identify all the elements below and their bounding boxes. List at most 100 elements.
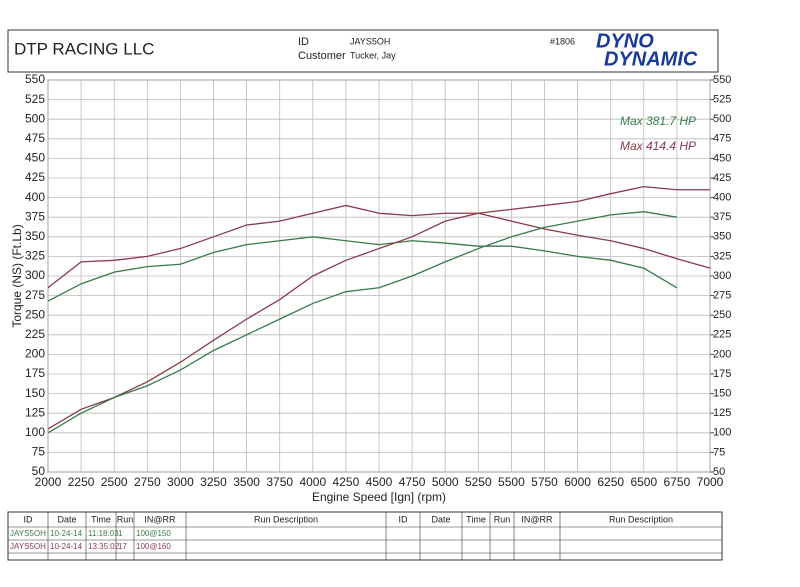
- y2-tick-label: 400: [713, 192, 731, 204]
- table-cell: 13:35:02: [88, 542, 120, 551]
- data-line: [47, 211, 678, 434]
- y2-tick-label: 225: [713, 329, 731, 341]
- table-cell: 11:18:03: [88, 529, 119, 538]
- column-header: Date: [431, 514, 450, 524]
- y2-tick-label: 525: [713, 94, 731, 106]
- y2-tick-label: 250: [713, 309, 731, 321]
- column-header: ID: [24, 514, 34, 524]
- x-tick-label: 2500: [101, 475, 128, 489]
- x-tick-label: 2000: [35, 475, 62, 489]
- run-number: #1806: [550, 36, 575, 46]
- y2-tick-label: 500: [713, 113, 731, 125]
- column-header: Time: [91, 514, 111, 524]
- x-tick-label: 2750: [134, 475, 161, 489]
- x-tick-label: 5000: [432, 475, 459, 489]
- y-tick-label: 350: [25, 229, 45, 243]
- y2-tick-label: 150: [713, 388, 731, 400]
- annotation: Max 414.4 HP: [620, 139, 696, 153]
- y-tick-label: 75: [32, 445, 46, 459]
- y-tick-label: 550: [25, 72, 45, 86]
- logo-bottom: DYNAMIC: [604, 48, 698, 70]
- x-tick-label: 4500: [366, 475, 393, 489]
- data-line: [47, 204, 711, 289]
- y-tick-label: 100: [25, 425, 45, 439]
- y-tick-label: 175: [25, 366, 45, 380]
- x-tick-label: 4250: [333, 475, 360, 489]
- annotation: Max 381.7 HP: [620, 114, 696, 128]
- column-header: Run: [494, 514, 511, 524]
- id-value: JAYS5OH: [350, 36, 390, 46]
- y2-tick-label: 550: [713, 74, 731, 86]
- table-cell: 100@150: [136, 529, 171, 538]
- y2-tick-label: 375: [713, 211, 731, 223]
- y-tick-label: 525: [25, 92, 45, 106]
- x-tick-label: 3500: [233, 475, 260, 489]
- column-header: Time: [466, 514, 486, 524]
- x-tick-label: 3750: [266, 475, 293, 489]
- table-cell: 100@160: [136, 542, 171, 551]
- customer-label: Customer: [298, 50, 346, 62]
- x-tick-label: 7000: [697, 475, 724, 489]
- x-tick-label: 5250: [465, 475, 492, 489]
- header-title: DTP RACING LLC: [14, 39, 154, 58]
- logo-top: DYNO: [596, 30, 654, 52]
- y-tick-label: 425: [25, 170, 45, 184]
- y2-tick-label: 450: [713, 152, 731, 164]
- table-cell: JAYS5OH: [10, 542, 46, 551]
- y-tick-label: 200: [25, 347, 45, 361]
- x-tick-label: 4000: [299, 475, 326, 489]
- y-tick-label: 400: [25, 190, 45, 204]
- y2-tick-label: 300: [713, 270, 731, 282]
- table-cell: 10-24-14: [50, 542, 83, 551]
- x-tick-label: 4750: [399, 475, 426, 489]
- y-tick-label: 125: [25, 405, 45, 419]
- x-tick-label: 6000: [564, 475, 591, 489]
- y-tick-label: 375: [25, 209, 45, 223]
- y2-tick-label: 100: [713, 427, 731, 439]
- x-tick-label: 5500: [498, 475, 525, 489]
- x-axis-title: Engine Speed [Ign] (rpm): [312, 490, 446, 504]
- y2-tick-label: 425: [713, 172, 731, 184]
- y-tick-label: 450: [25, 151, 45, 165]
- y-tick-label: 300: [25, 268, 45, 282]
- x-tick-label: 6500: [630, 475, 657, 489]
- data-line: [47, 236, 678, 302]
- y2-tick-label: 475: [713, 133, 731, 145]
- column-header: Date: [57, 514, 76, 524]
- table-cell: 10-24-14: [50, 529, 83, 538]
- y2-tick-label: 175: [713, 368, 731, 380]
- customer-value: Tucker, Jay: [350, 50, 396, 60]
- y2-tick-label: 275: [713, 290, 731, 302]
- x-tick-label: 3000: [167, 475, 194, 489]
- y-tick-label: 250: [25, 307, 45, 321]
- data-line: [47, 185, 710, 430]
- column-header: Run: [117, 514, 134, 524]
- x-tick-label: 6750: [664, 475, 691, 489]
- y2-tick-label: 200: [713, 348, 731, 360]
- y2-tick-label: 325: [713, 250, 731, 262]
- y-tick-label: 50: [32, 464, 46, 478]
- y2-tick-label: 75: [713, 446, 725, 458]
- y-tick-label: 150: [25, 386, 45, 400]
- y-tick-label: 275: [25, 288, 45, 302]
- header-box: [7, 29, 719, 73]
- x-tick-label: 5750: [531, 475, 558, 489]
- y2-tick-label: 125: [713, 407, 731, 419]
- column-header: Run Description: [609, 514, 673, 524]
- x-tick-label: 6250: [597, 475, 624, 489]
- y2-tick-label: 350: [713, 231, 731, 243]
- table-cell: JAYS5OH: [10, 529, 46, 538]
- y-tick-label: 325: [25, 249, 45, 263]
- column-header: IN@RR: [521, 514, 553, 524]
- y2-tick-label: 50: [713, 466, 725, 478]
- id-label: ID: [298, 36, 309, 48]
- y-tick-label: 225: [25, 327, 45, 341]
- x-tick-label: 2250: [68, 475, 95, 489]
- x-tick-label: 3250: [200, 475, 227, 489]
- y-tick-label: 500: [25, 111, 45, 125]
- y-tick-label: 475: [25, 131, 45, 145]
- column-header: Run Description: [254, 514, 318, 524]
- column-header: IN@RR: [144, 514, 176, 524]
- column-header: ID: [399, 514, 409, 524]
